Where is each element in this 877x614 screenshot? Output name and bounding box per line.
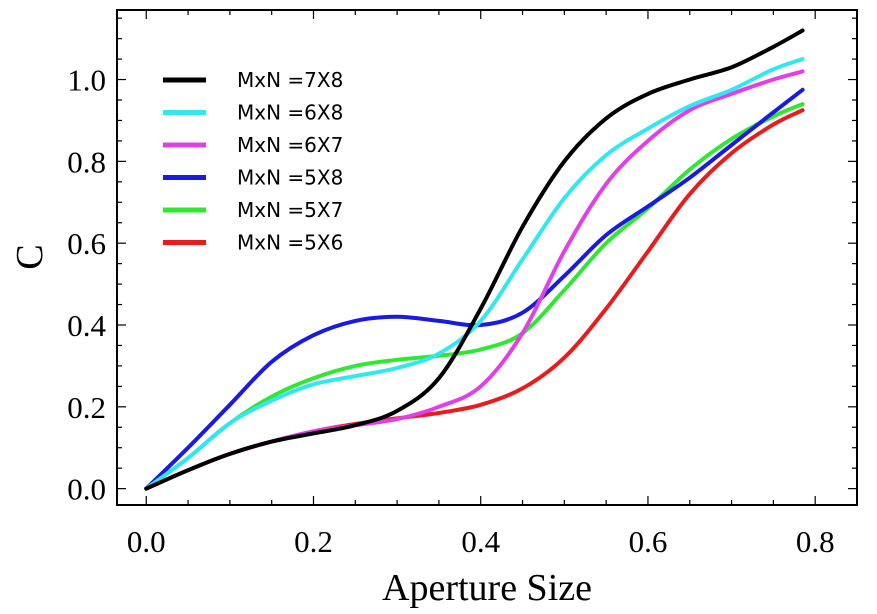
series-line-mxn-5x8 (144, 87, 805, 491)
legend-label-mxn-5x6: MxN =5X6 (237, 231, 343, 255)
y-tick-label: 0.2 (67, 390, 106, 425)
x-axis-title: Aperture Size (382, 567, 592, 609)
tick-labels: 0.0 0.2 0.4 0.6 0.8 0.0 0.2 0.4 0.6 0.8 1.0 (67, 63, 834, 559)
y-tick-label: 0.0 (67, 472, 106, 507)
series-line-mxn-6x8 (144, 57, 805, 491)
legend-label-mxn-5x8: MxN =5X8 (237, 166, 343, 190)
x-tick-label: 0.6 (629, 524, 668, 559)
legend: MxN =7X8 MxN =6X8 MxN =6X7 MxN =5X8 MxN =5X7… (163, 68, 343, 255)
legend-label-mxn-6x7: MxN =6X7 (237, 133, 343, 157)
y-tick-label: 0.4 (67, 308, 106, 343)
plot-frame (116, 9, 858, 506)
y-tick-label: 0.8 (67, 144, 106, 179)
y-tick-label: 0.6 (67, 226, 106, 261)
legend-label-mxn-5x7: MxN =5X7 (237, 198, 343, 222)
axis-ticks (117, 10, 857, 505)
y-axis-title: C (9, 244, 51, 269)
x-tick-label: 0.0 (127, 524, 166, 559)
x-tick-label: 0.8 (796, 524, 835, 559)
legend-label-mxn-6x8: MxN =6X8 (237, 101, 343, 125)
x-tick-label: 0.4 (461, 524, 500, 559)
series-line-mxn-7x8 (144, 28, 805, 491)
legend-label-mxn-7x8: MxN =7X8 (237, 68, 343, 92)
y-tick-label: 1.0 (67, 63, 106, 98)
series-line-mxn-5x7 (144, 102, 805, 491)
series-lines (144, 28, 805, 491)
x-tick-label: 0.2 (294, 524, 333, 559)
